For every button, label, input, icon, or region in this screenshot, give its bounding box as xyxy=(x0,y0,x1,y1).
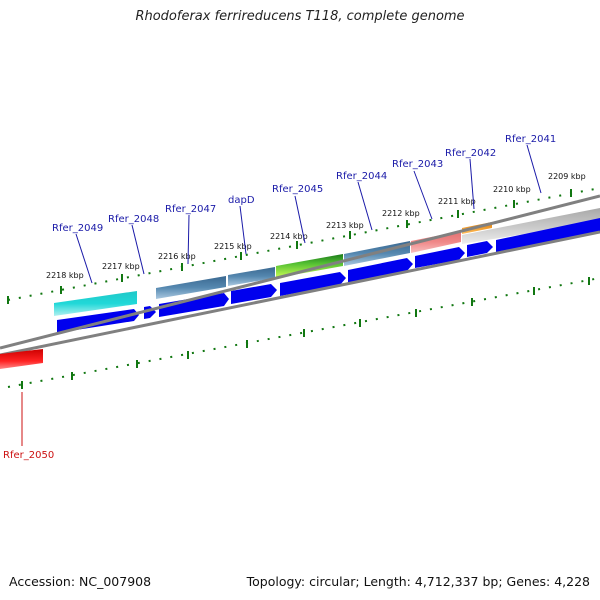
scale-label-2214: 2214 kbp xyxy=(270,232,308,241)
scale-label-2210: 2210 kbp xyxy=(493,185,531,194)
scale-label-2211: 2211 kbp xyxy=(438,197,476,206)
gene-label-rfer-2044[interactable]: Rfer_2044 xyxy=(336,171,387,182)
cds-arrows xyxy=(57,218,600,333)
feature-bar-rfer-2043[interactable] xyxy=(411,231,461,253)
backbone-lower xyxy=(0,230,600,357)
gene-label-rfer-2049[interactable]: Rfer_2049 xyxy=(52,223,103,234)
cds-arrow-rfer-2044[interactable] xyxy=(348,258,413,283)
gene-label-rfer-2048[interactable]: Rfer_2048 xyxy=(108,214,159,225)
gene-label-rfer-2050[interactable]: Rfer_2050 xyxy=(3,450,54,461)
gene-label-rfer-2042[interactable]: Rfer_2042 xyxy=(445,148,496,159)
scale-label-2218: 2218 kbp xyxy=(46,271,84,280)
scale-label-2209: 2209 kbp xyxy=(548,172,586,181)
gene-leader-lines xyxy=(75,144,542,284)
cds-arrow-rfer-2042[interactable] xyxy=(467,241,493,257)
feature-bar-rfer-2041[interactable] xyxy=(462,208,600,244)
cds-arrow-rfer-2047[interactable] xyxy=(159,293,229,317)
upper-tick-track xyxy=(7,187,600,304)
accession-text: Accession: NC_007908 xyxy=(9,574,152,589)
scale-label-2215: 2215 kbp xyxy=(214,242,252,251)
feature-bar-rfer-2047[interactable] xyxy=(156,276,226,299)
feature-bar-rfer-2050[interactable] xyxy=(0,349,43,369)
gene-label-rfer-2047[interactable]: Rfer_2047 xyxy=(165,204,216,215)
cds-arrow-dapd[interactable] xyxy=(231,284,277,304)
gene-label-rfer-2045[interactable]: Rfer_2045 xyxy=(272,184,323,195)
scale-label-2217: 2217 kbp xyxy=(102,262,140,271)
scale-label-2212: 2212 kbp xyxy=(382,209,420,218)
cds-arrow-rfer-2045[interactable] xyxy=(280,272,346,296)
gene-label-rfer-2041[interactable]: Rfer_2041 xyxy=(505,134,556,145)
scale-label-2213: 2213 kbp xyxy=(326,221,364,230)
genome-title: Rhodoferax ferrireducens T118, complete … xyxy=(135,9,465,24)
lower-tick-track xyxy=(7,277,600,389)
feature-bar-rfer-2049[interactable] xyxy=(54,291,137,316)
topology-text: Topology: circular; Length: 4,712,337 bp… xyxy=(246,574,590,589)
gene-label-rfer-2043[interactable]: Rfer_2043 xyxy=(392,159,443,170)
cds-arrow-rfer-2041[interactable] xyxy=(496,218,600,252)
backbone-upper xyxy=(0,194,600,350)
gene-label-dapd[interactable]: dapD xyxy=(228,195,255,206)
feature-bar-dapd[interactable] xyxy=(228,267,275,286)
scale-label-2216: 2216 kbp xyxy=(158,252,196,261)
cds-arrow-rfer-2043[interactable] xyxy=(415,247,465,268)
feature-bar-rfer-2045[interactable] xyxy=(276,254,343,278)
